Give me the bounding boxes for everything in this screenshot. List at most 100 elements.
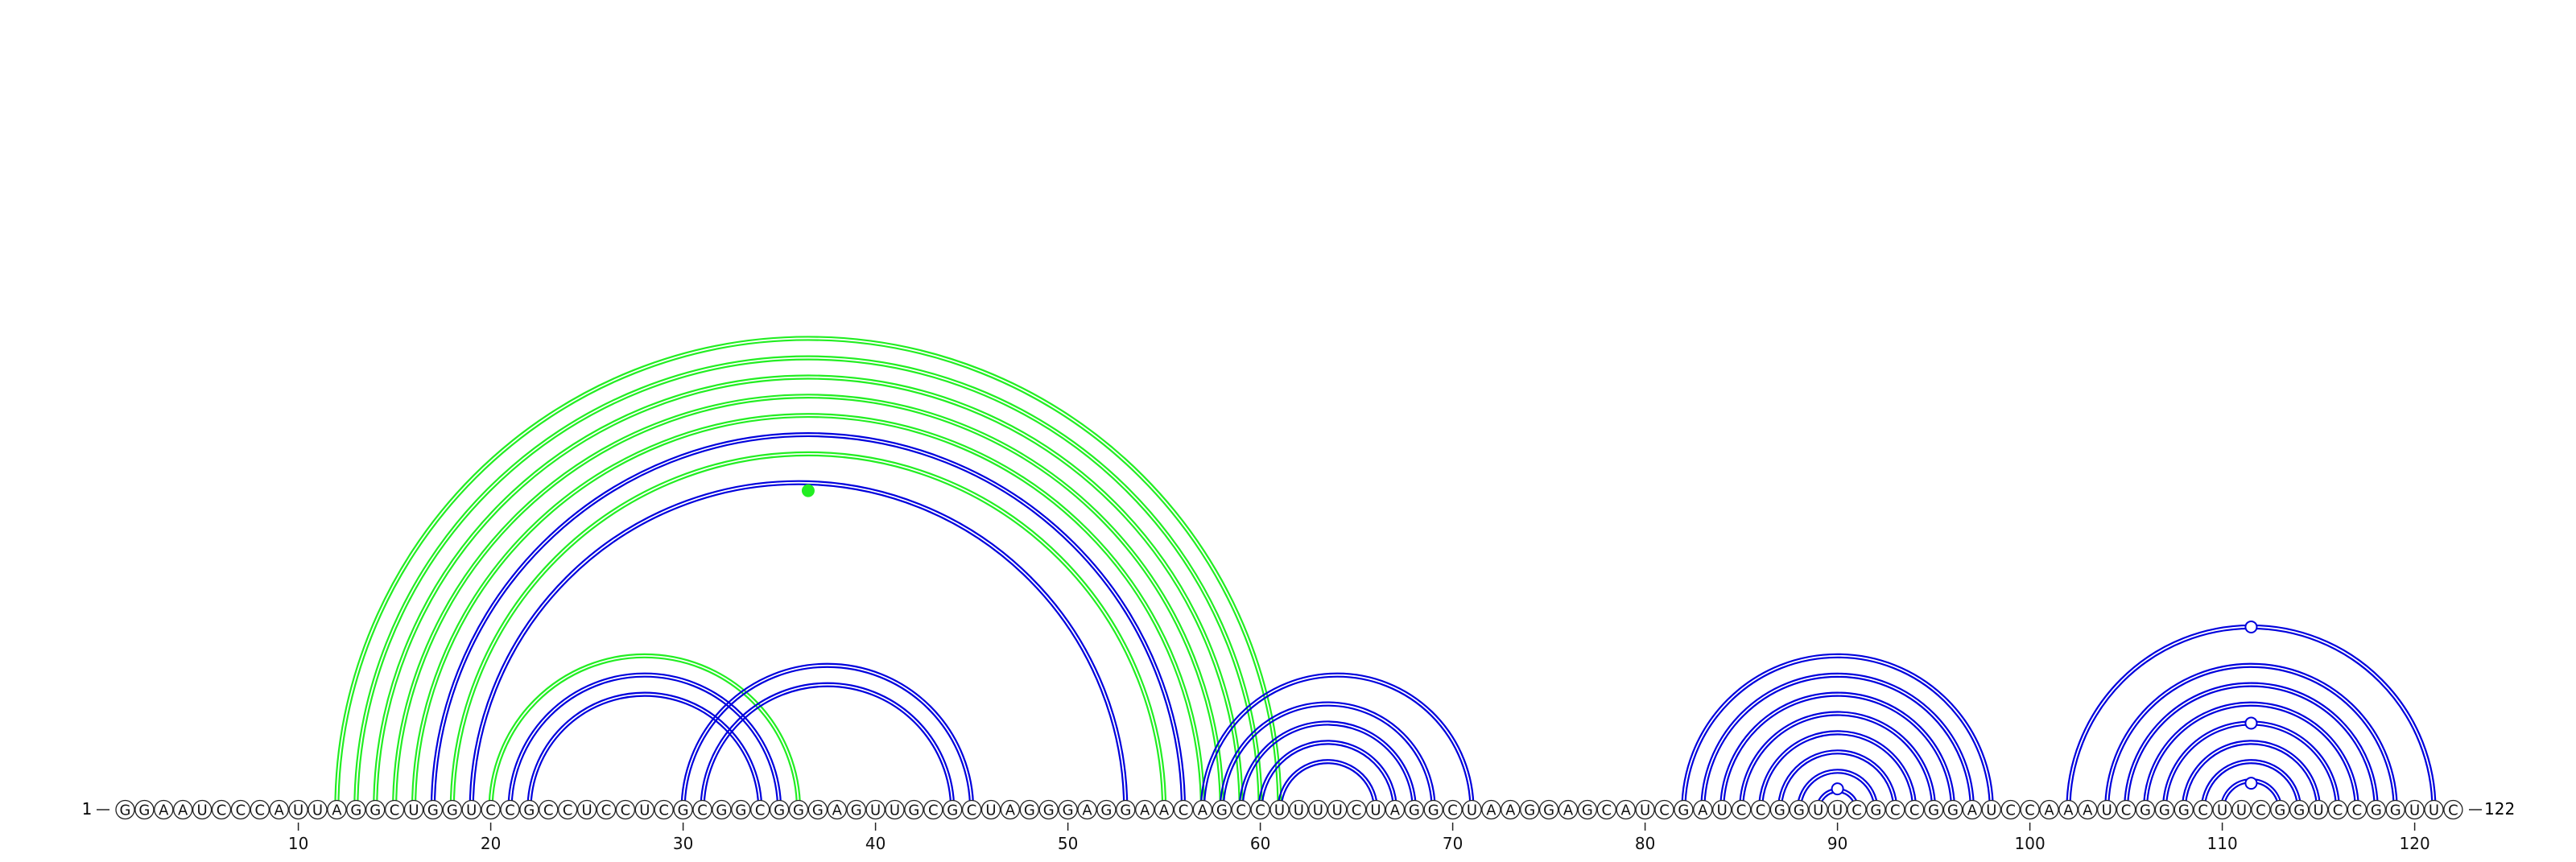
nucleotide-94: C [1909, 802, 1920, 819]
base-pair-arc-109-114-inner [2203, 762, 2299, 810]
nucleotide-circle-118 [2366, 799, 2386, 820]
nucleotide-circle-108 [2174, 799, 2194, 820]
nucleotide-99: C [2005, 802, 2016, 819]
nucleotide-circle-7 [230, 799, 251, 820]
tick-label-80: 80 [1635, 834, 1655, 853]
base-pair-arc-106-117-inner [2145, 704, 2356, 810]
nucleotide-26: C [601, 802, 612, 819]
nucleotide-circle-8 [250, 799, 270, 820]
base-pair-arc-84-96-inner [1723, 695, 1953, 810]
nucleotide-48: G [1024, 802, 1035, 819]
base-pair-arc-30-45-outer [680, 662, 975, 810]
baseline-layer: 1 122 [82, 799, 2516, 819]
nucleotide-70: C [1447, 802, 1458, 819]
nucleotide-circle-59 [1231, 799, 1251, 820]
nucleotide-circle-37 [807, 799, 828, 820]
nucleotide-11: U [312, 802, 323, 819]
base-pair-arc-86-94-outer [1757, 730, 1918, 810]
nucleotide-108: G [2178, 802, 2190, 819]
nucleotide-circle-17 [423, 799, 444, 820]
nucleotide-34: C [755, 802, 766, 819]
nucleotide-circle-94 [1905, 799, 1925, 820]
nucleotide-circle-80 [1635, 799, 1655, 820]
nucleotide-circle-20 [481, 799, 501, 820]
tick-label-30: 30 [673, 834, 693, 853]
nucleotide-37: G [812, 802, 824, 819]
tick-label-50: 50 [1058, 834, 1078, 853]
nucleotide-circle-5 [192, 799, 213, 820]
nucleotide-circle-96 [1942, 799, 1963, 820]
nucleotide-5: U [197, 802, 208, 819]
sequence-start-index: 1 [82, 799, 93, 819]
markers-layer [801, 484, 2258, 796]
tick-label-70: 70 [1443, 834, 1463, 853]
base-pair-arc-59-68-outer [1238, 720, 1417, 810]
nucleotide-39: G [851, 802, 862, 819]
nucleotide-circle-68 [1404, 799, 1424, 820]
nucleotide-circle-95 [1923, 799, 1944, 820]
base-pair-arc-60-67-outer [1257, 740, 1397, 810]
nucleotide-9: A [275, 802, 285, 819]
nucleotide-50: G [1063, 802, 1074, 819]
nucleotide-88: G [1794, 802, 1805, 819]
nucleotide-circle-99 [2000, 799, 2021, 820]
base-pair-arc-17-56-inner [433, 435, 1183, 810]
nucleotide-114: G [2293, 802, 2305, 819]
nucleotide-95: G [1928, 802, 1939, 819]
base-pair-arc-19-53-outer [469, 480, 1129, 810]
nucleotide-73: A [1505, 802, 1516, 819]
base-pair-arc-88-92-inner [1799, 772, 1876, 810]
base-pair-arc-58-69-outer [1219, 701, 1436, 810]
nucleotide-60: C [1255, 802, 1265, 819]
nucleotide-4: A [178, 802, 188, 819]
nucleotide-circle-46 [980, 799, 1001, 820]
nucleotide-43: C [928, 802, 939, 819]
nucleotide-circle-53 [1116, 799, 1136, 820]
nucleotide-86: C [1756, 802, 1766, 819]
base-pair-arc-105-118-inner [2127, 685, 2376, 810]
nucleotide-68: G [1409, 802, 1420, 819]
base-pair-arc-87-93-outer [1777, 749, 1898, 810]
nucleotide-120: U [2409, 802, 2420, 819]
nucleotide-circle-105 [2116, 799, 2136, 820]
nucleotide-21: C [505, 802, 515, 819]
nucleotide-circle-1 [115, 799, 135, 820]
nucleotide-circle-111 [2231, 799, 2252, 820]
nucleotide-circle-114 [2289, 799, 2310, 820]
base-pair-arc-22-34-outer [526, 691, 763, 810]
nucleotide-circle-65 [1346, 799, 1367, 820]
nucleotide-circle-18 [442, 799, 462, 820]
nucleotide-circle-30 [673, 799, 693, 820]
nucleotide-circle-39 [846, 799, 866, 820]
nucleotide-circle-47 [1000, 799, 1021, 820]
nucleotide-circle-70 [1443, 799, 1463, 820]
nucleotide-circle-54 [1135, 799, 1155, 820]
nucleotide-45: C [967, 802, 977, 819]
nucleotide-circle-28 [634, 799, 654, 820]
nucleotide-circle-78 [1596, 799, 1616, 820]
nucleotide-10: U [293, 802, 303, 819]
nucleotide-15: C [390, 802, 400, 819]
nucleotide-circle-69 [1423, 799, 1443, 820]
base-pair-arc-83-97-outer [1700, 672, 1975, 810]
base-pair-arc-12-61-outer [334, 336, 1282, 810]
nucleotide-49: G [1043, 802, 1055, 819]
sequence-end-index: 122 [2484, 799, 2515, 819]
tick-label-20: 20 [481, 834, 501, 853]
nucleotide-circle-11 [308, 799, 328, 820]
base-pair-arc-82-98-outer [1681, 653, 1994, 810]
nucleotide-circle-117 [2347, 799, 2368, 820]
nucleotide-circle-76 [1558, 799, 1579, 820]
nucleotide-8: C [255, 802, 266, 819]
nucleotide-circle-48 [1019, 799, 1039, 820]
nucleotide-circle-93 [1885, 799, 1905, 820]
nucleotide-circle-72 [1481, 799, 1501, 820]
nucleotide-circle-73 [1501, 799, 1521, 820]
base-pair-arc-58-69-inner [1222, 704, 1433, 810]
nucleotide-circle-89 [1808, 799, 1828, 820]
nucleotide-circle-43 [923, 799, 943, 820]
nucleotide-116: C [2333, 802, 2343, 819]
base-pair-arc-87-93-inner [1780, 753, 1895, 810]
nucleotide-100: C [2025, 802, 2035, 819]
